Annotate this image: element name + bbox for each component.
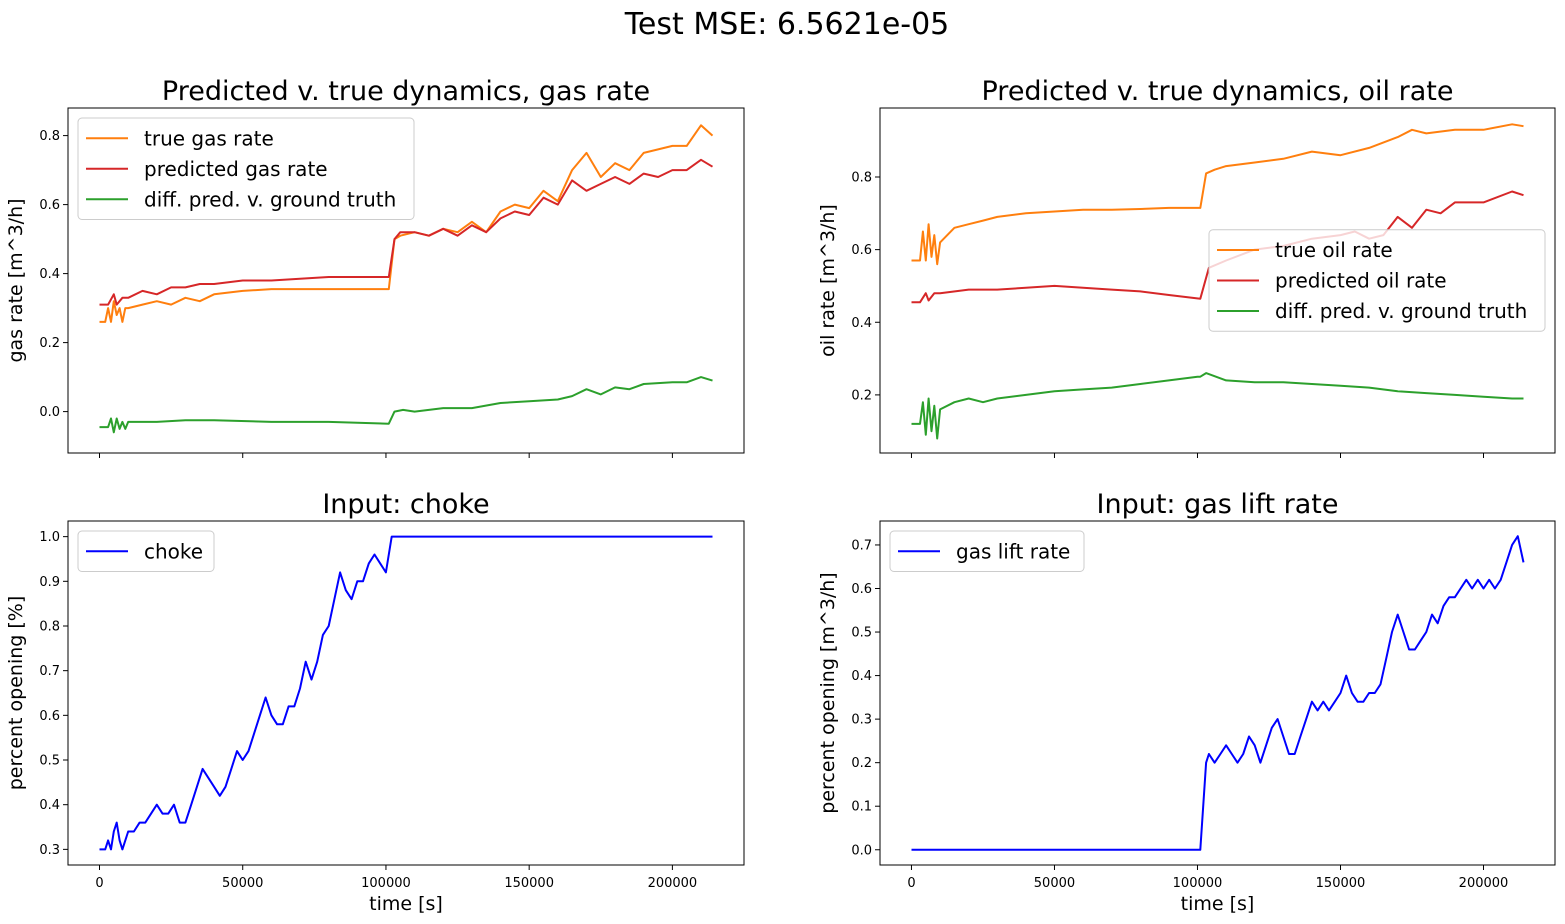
legend-label: predicted oil rate — [1275, 269, 1447, 293]
y-axis-label: percent opening [m^3/h] — [817, 572, 839, 813]
legend-box — [77, 530, 215, 572]
y-tick-label: 0.3 — [851, 713, 872, 728]
legend-label: true gas rate — [144, 126, 274, 150]
y-tick-label: 0.4 — [39, 798, 60, 813]
series-line — [911, 372, 1524, 440]
legend-label: diff. pred. v. ground truth — [1275, 299, 1527, 323]
legend-label: diff. pred. v. ground truth — [144, 187, 396, 211]
x-tick-label: 0 — [95, 876, 103, 891]
legend-label: predicted gas rate — [144, 157, 328, 181]
y-tick-label: 0.6 — [39, 709, 60, 724]
legend-box — [77, 117, 415, 220]
x-tick-label: 0 — [907, 876, 915, 891]
y-tick-label: 0.3 — [39, 843, 60, 858]
series-line — [99, 124, 714, 323]
y-tick-label: 0.4 — [851, 669, 872, 684]
x-axis-label: time [s] — [369, 893, 443, 915]
y-tick-label: 0.7 — [39, 664, 60, 679]
x-tick-label: 200000 — [648, 876, 698, 891]
y-tick-label: 0.8 — [851, 171, 872, 186]
series-line — [99, 376, 713, 434]
y-axis-label: percent opening [%] — [5, 596, 27, 791]
y-tick-label: 0.1 — [851, 800, 872, 815]
y-tick-label: 0.2 — [851, 756, 872, 771]
chart-title: Input: choke — [322, 489, 489, 520]
y-tick-label: 0.2 — [39, 336, 60, 351]
x-tick-label: 150000 — [504, 876, 554, 891]
y-tick-label: 0.6 — [851, 582, 872, 597]
y-tick-label: 0.4 — [851, 316, 872, 331]
y-axis-label: gas rate [m^3/h] — [5, 198, 27, 362]
x-tick-label: 100000 — [1173, 876, 1223, 891]
y-tick-label: 0.6 — [851, 243, 872, 258]
x-tick-label: 50000 — [1034, 876, 1075, 891]
series-line — [99, 535, 713, 851]
y-tick-label: 0.0 — [851, 843, 872, 858]
y-axis-label: oil rate [m^3/h] — [817, 204, 839, 357]
y-tick-label: 0.4 — [39, 267, 60, 282]
legend: true gas rate predicted gas rate diff. pre… — [77, 117, 415, 220]
chart-title: Input: gas lift rate — [1097, 489, 1339, 520]
y-tick-label: 0.0 — [39, 405, 60, 420]
chart-panel-3: Input: choke 0.3 0.4 0.5 0.6 0.7 0.8 0.9 1.0 0 500… — [5, 489, 745, 915]
x-axis-label: time [s] — [1181, 893, 1255, 915]
chart-title: Predicted v. true dynamics, gas rate — [162, 76, 650, 107]
plot-frame — [879, 520, 1556, 866]
y-tick-label: 0.7 — [851, 538, 872, 553]
legend: true oil rate predicted oil rate diff. pre… — [1208, 229, 1546, 332]
x-tick-label: 100000 — [361, 876, 411, 891]
legend-label: gas lift rate — [956, 539, 1070, 563]
y-tick-label: 0.5 — [39, 754, 60, 769]
legend-box — [889, 530, 1085, 572]
legend: gas lift rate — [889, 530, 1085, 572]
legend-label: choke — [144, 539, 203, 563]
series-line — [911, 535, 1525, 851]
plot-frame — [879, 107, 1556, 454]
x-tick-label: 150000 — [1316, 876, 1366, 891]
y-tick-label: 0.6 — [39, 198, 60, 213]
y-tick-label: 0.5 — [851, 626, 872, 641]
chart-panel-2: Predicted v. true dynamics, oil rate 0.2 0… — [817, 76, 1556, 458]
chart-panel-4: Input: gas lift rate 0.0 0.1 0.2 0.3 0.4 0.5 0.… — [817, 489, 1556, 915]
series-line — [99, 158, 714, 306]
legend-label: true oil rate — [1275, 238, 1393, 262]
legend: choke — [77, 530, 215, 572]
y-tick-label: 0.9 — [39, 575, 60, 590]
figure-suptitle: Test MSE: 6.5621e-05 — [624, 7, 950, 42]
x-tick-label: 200000 — [1459, 876, 1509, 891]
y-tick-label: 0.2 — [851, 388, 872, 403]
x-tick-label: 50000 — [222, 876, 263, 891]
chart-panel-1: Predicted v. true dynamics, gas rate 0.0 0… — [5, 76, 745, 458]
legend-box — [1208, 229, 1546, 332]
series-line — [911, 123, 1524, 266]
y-tick-label: 0.8 — [39, 129, 60, 144]
plot-frame — [67, 520, 745, 866]
y-tick-label: 0.8 — [39, 619, 60, 634]
plot-frame — [67, 107, 745, 454]
y-tick-label: 1.0 — [39, 530, 60, 545]
chart-title: Predicted v. true dynamics, oil rate — [982, 76, 1454, 107]
